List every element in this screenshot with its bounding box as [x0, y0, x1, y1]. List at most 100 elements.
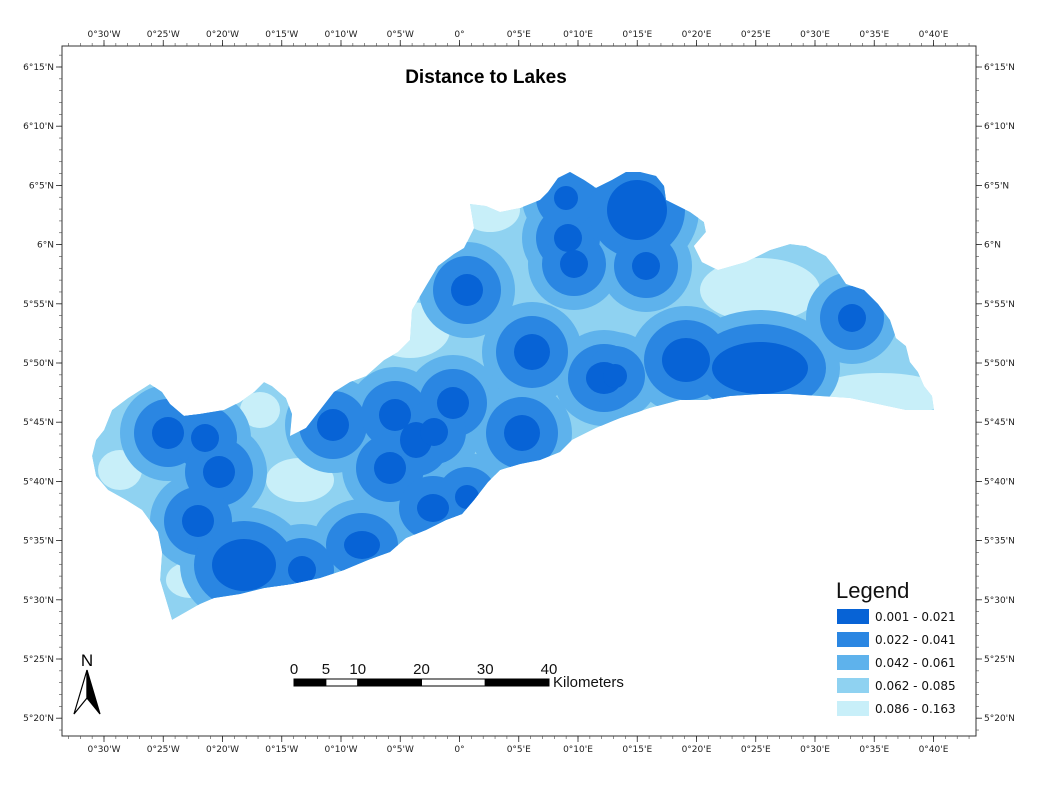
scale-label: 5 [322, 661, 330, 678]
lon-label-bottom: 0°15'E [622, 745, 652, 755]
lon-label-top: 0° [454, 30, 464, 40]
lake-zone [203, 456, 235, 488]
lake-zone [838, 304, 866, 332]
legend-label: 0.086 - 0.163 [875, 702, 956, 716]
legend-label: 0.001 - 0.021 [875, 610, 956, 624]
lon-label-top: 0°30'W [87, 30, 120, 40]
legend-label: 0.042 - 0.061 [875, 656, 956, 670]
lake-zone [504, 415, 540, 451]
lat-label-right: 5°40'N [984, 477, 1015, 487]
zone-far [460, 188, 520, 232]
north-arrow-left-half [73, 669, 88, 715]
scale-label: 20 [413, 661, 430, 678]
lon-label-top: 0°15'W [265, 30, 298, 40]
lat-label-left: 5°20'N [23, 714, 54, 724]
lon-label-bottom: 0°30'W [87, 745, 120, 755]
lon-label-bottom: 0°5'W [387, 745, 414, 755]
lon-label-bottom: 0°30'E [800, 745, 830, 755]
scale-segment [357, 678, 422, 687]
scale-segment [484, 678, 550, 687]
lat-label-right: 5°25'N [984, 655, 1015, 665]
legend-swatch [837, 609, 869, 624]
lat-label-right: 5°35'N [984, 537, 1015, 547]
lon-label-bottom: 0°20'E [682, 745, 712, 755]
lake-zone [662, 338, 710, 382]
lon-label-bottom: 0°15'W [265, 745, 298, 755]
distance-zones [98, 172, 934, 620]
lake-zone [191, 424, 219, 452]
lat-label-left: 6°10'N [23, 122, 54, 132]
legend-swatch [837, 678, 869, 693]
lat-label-right: 5°50'N [984, 359, 1015, 369]
study-region [92, 172, 934, 620]
zone-far [700, 258, 820, 322]
north-arrow: N [73, 651, 101, 715]
lat-label-left: 5°35'N [23, 537, 54, 547]
lake-zone [514, 334, 550, 370]
lat-label-left: 6°15'N [23, 63, 54, 73]
zone-far [240, 392, 280, 428]
scale-segment [421, 678, 486, 687]
lake-zone [182, 505, 214, 537]
lon-label-top: 0°40'E [919, 30, 949, 40]
lon-label-bottom: 0°25'E [741, 745, 771, 755]
lat-label-left: 5°45'N [23, 418, 54, 428]
scale-label: 30 [477, 661, 494, 678]
lon-label-top: 0°20'W [206, 30, 239, 40]
lake-zone [374, 452, 406, 484]
lon-label-bottom: 0°40'E [919, 745, 949, 755]
lon-label-top: 0°5'E [507, 30, 531, 40]
legend: Legend 0.001 - 0.021 0.022 - 0.041 0.042 -… [836, 578, 956, 716]
lake-zone [344, 531, 380, 559]
lat-label-left: 5°30'N [23, 596, 54, 606]
legend-swatch [837, 655, 869, 670]
scale-label: 10 [349, 661, 366, 678]
lon-label-top: 0°25'W [147, 30, 180, 40]
lon-label-top: 0°25'E [741, 30, 771, 40]
north-arrow-right-half [86, 669, 101, 715]
lon-label-bottom: 0°10'W [324, 745, 357, 755]
lon-label-top: 0°5'W [387, 30, 414, 40]
lat-label-right: 6°10'N [984, 122, 1015, 132]
lat-label-right: 5°45'N [984, 418, 1015, 428]
lon-label-bottom: 0°25'W [147, 745, 180, 755]
lon-label-bottom: 0° [454, 745, 464, 755]
lat-label-right: 5°55'N [984, 300, 1015, 310]
lon-label-bottom: 0°35'E [859, 745, 889, 755]
lat-label-right: 5°20'N [984, 714, 1015, 724]
lat-label-right: 6°15'N [984, 63, 1015, 73]
lake-zone [607, 180, 667, 240]
lake-zone [212, 539, 276, 591]
lat-label-left: 5°50'N [23, 359, 54, 369]
lat-label-left: 5°55'N [23, 300, 54, 310]
lat-label-left: 6°N [37, 241, 54, 251]
scale-label: 40 [541, 661, 558, 678]
lake-zone [451, 274, 483, 306]
scale-segment [293, 678, 327, 687]
graticule-ticks: 0°30'W 0°30'W 0°25'W 0°25'W 0°20'W 0°20'W 0°15… [23, 30, 1015, 755]
scale-segment [325, 678, 359, 687]
lake-zone [560, 250, 588, 278]
lat-label-right: 6°5'N [984, 181, 1009, 191]
lake-zone [554, 186, 578, 210]
lon-label-bottom: 0°10'E [563, 745, 593, 755]
lon-label-top: 0°10'W [324, 30, 357, 40]
lon-label-top: 0°10'E [563, 30, 593, 40]
lon-label-top: 0°20'E [682, 30, 712, 40]
lake-zone [317, 409, 349, 441]
lat-label-left: 5°40'N [23, 477, 54, 487]
lat-label-right: 5°30'N [984, 596, 1015, 606]
legend-swatch [837, 632, 869, 647]
lat-label-right: 6°N [984, 241, 1001, 251]
lake-zone [288, 556, 316, 584]
lake-zone [603, 364, 627, 388]
lake-zone [420, 418, 448, 446]
lon-label-top: 0°30'E [800, 30, 830, 40]
lake-zone [712, 342, 808, 394]
lat-label-left: 6°5'N [29, 181, 54, 191]
lake-zone [455, 485, 479, 509]
lon-label-bottom: 0°20'W [206, 745, 239, 755]
north-arrow-label: N [81, 651, 93, 670]
